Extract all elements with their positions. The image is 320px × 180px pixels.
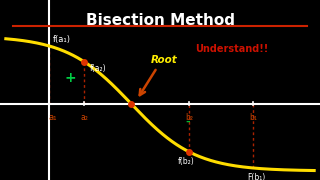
Text: b₂: b₂ xyxy=(185,112,193,122)
Text: +: + xyxy=(64,71,76,85)
Text: f(b₂): f(b₂) xyxy=(178,157,195,166)
Text: Understand!!: Understand!! xyxy=(195,44,268,55)
Text: a₂: a₂ xyxy=(80,112,88,122)
Text: a₁: a₁ xyxy=(48,112,57,122)
Text: f(a₂): f(a₂) xyxy=(90,64,107,73)
Text: b₁: b₁ xyxy=(249,112,257,122)
Text: F(b₁): F(b₁) xyxy=(247,173,265,180)
Text: -: - xyxy=(185,116,190,127)
Text: Bisection Method: Bisection Method xyxy=(85,13,235,28)
Text: Root: Root xyxy=(151,55,178,65)
Text: f(a₁): f(a₁) xyxy=(52,35,70,44)
